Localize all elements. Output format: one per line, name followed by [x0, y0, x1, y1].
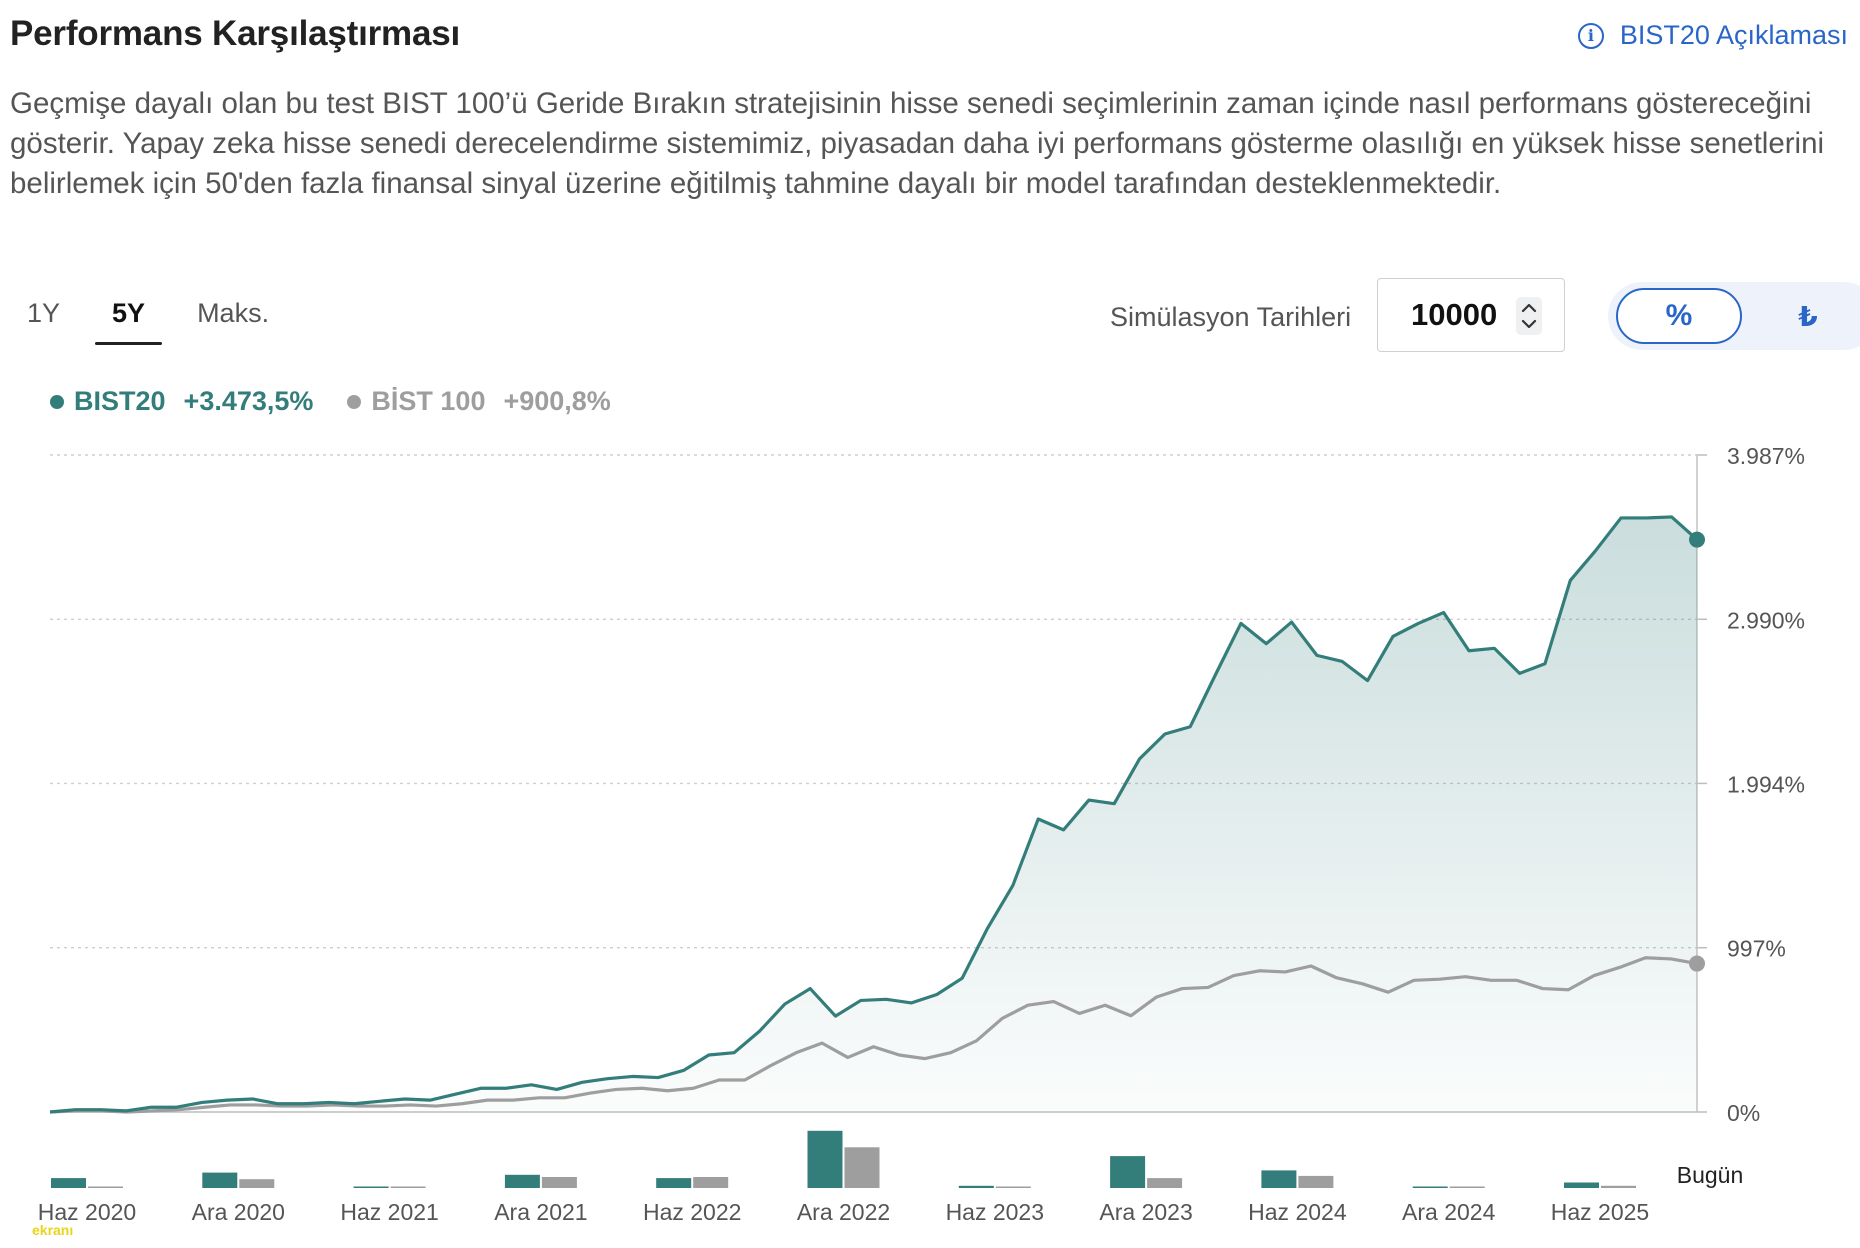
- x-tick-label: Haz 2021: [340, 1199, 438, 1225]
- bist100-bar: [995, 1186, 1031, 1188]
- bist20-bar: [1564, 1182, 1599, 1188]
- x-tick-label: Ara 2024: [1402, 1199, 1496, 1225]
- x-tick-label: Ara 2021: [494, 1199, 587, 1225]
- legend-dot: [347, 394, 362, 409]
- bist20-area: [50, 516, 1697, 1112]
- legend-name: BİST 100: [371, 386, 486, 416]
- period-tabs: 1Y 5Y Maks.: [10, 290, 304, 345]
- bist100-bar: [390, 1186, 426, 1188]
- page-title: Performans Karşılaştırması: [10, 14, 461, 53]
- legend-item-bist20: BIST20 +3.473,5%: [50, 386, 313, 417]
- bist20-bar: [807, 1130, 843, 1188]
- simulation-input[interactable]: [1411, 297, 1511, 333]
- bist20-bar: [353, 1186, 389, 1188]
- legend-value: +900,8%: [503, 386, 611, 416]
- description-text: Geçmişe dayalı olan bu test BIST 100’ü G…: [10, 87, 1825, 200]
- watermark: ekranı: [32, 1222, 74, 1238]
- tab-max[interactable]: Maks.: [197, 298, 270, 328]
- simulation-input-box: [1377, 278, 1565, 352]
- legend-item-bist100: BİST 100 +900,8%: [347, 386, 611, 417]
- legend-dot: [50, 394, 64, 409]
- bist20-line: [49, 515, 1699, 1114]
- y-tick-label: 997%: [1727, 936, 1786, 962]
- bist100-bar: [541, 1177, 577, 1188]
- bist100-bar: [1147, 1178, 1183, 1188]
- x-tick-label: Ara 2022: [797, 1199, 890, 1225]
- bist100-bar: [844, 1147, 880, 1188]
- bist100-bar: [693, 1177, 729, 1188]
- tab-1y[interactable]: 1Y: [27, 298, 61, 328]
- chart-legend: BIST20 +3.473,5% BİST 100 +900,8%: [50, 386, 645, 417]
- bist20-bar: [51, 1178, 86, 1188]
- bist20-bar: [1261, 1170, 1297, 1188]
- legend-name: BIST20: [74, 386, 166, 416]
- legend-value: +3.473,5%: [183, 386, 314, 416]
- x-tick-label: Ara 2023: [1099, 1199, 1192, 1225]
- bist20-bar: [1412, 1186, 1448, 1188]
- bist100-end-point: [1689, 955, 1705, 972]
- x-tick-label: Ara 2020: [192, 1199, 285, 1225]
- toggle-percent[interactable]: %: [1616, 288, 1742, 344]
- bist100-bar: [1601, 1185, 1636, 1188]
- bist100-bar: [88, 1186, 123, 1188]
- bist20-explanation-link[interactable]: i BIST20 Açıklaması: [1577, 20, 1848, 51]
- explanation-link-label: BIST20 Açıklaması: [1619, 20, 1848, 50]
- chevron-up-down-icon: [1521, 303, 1537, 329]
- x-tick-label: Haz 2024: [1248, 1199, 1347, 1225]
- y-tick-label: 3.987%: [1727, 443, 1805, 469]
- x-tick-label: Haz 2025: [1551, 1199, 1649, 1225]
- x-tick-label: Haz 2022: [643, 1199, 741, 1225]
- bist100-bar: [1449, 1186, 1485, 1188]
- tab-5y[interactable]: 5Y: [95, 290, 163, 345]
- bist20-bar: [656, 1178, 692, 1188]
- today-label: Bugün: [1677, 1162, 1744, 1188]
- y-tick-label: 1.994%: [1727, 771, 1805, 797]
- quantity-stepper[interactable]: [1516, 297, 1542, 335]
- bist100-bar: [239, 1179, 275, 1188]
- bist20-bar: [504, 1174, 540, 1188]
- unit-toggle: % ₺: [1608, 282, 1860, 350]
- bist100-line: [49, 956, 1698, 1114]
- x-tick-label: Haz 2020: [38, 1199, 136, 1225]
- toggle-lira[interactable]: ₺: [1798, 300, 1818, 332]
- y-tick-label: 2.990%: [1727, 607, 1805, 633]
- bist20-bar: [958, 1185, 994, 1188]
- y-tick-label: 0%: [1727, 1100, 1760, 1126]
- bist20-bar: [202, 1172, 238, 1188]
- info-icon: i: [1577, 22, 1604, 49]
- x-tick-label: Haz 2023: [946, 1199, 1044, 1225]
- bist100-bar: [1298, 1175, 1334, 1188]
- bist20-end-point: [1689, 531, 1705, 548]
- bist20-bar: [1110, 1156, 1146, 1188]
- simulation-label: Simülasyon Tarihleri: [1110, 302, 1352, 332]
